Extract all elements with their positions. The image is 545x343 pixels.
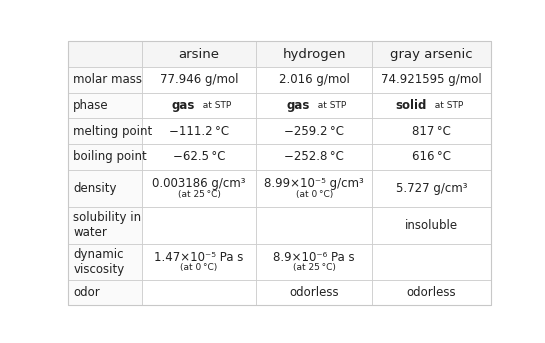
- Bar: [68, 206, 142, 244]
- Text: insoluble: insoluble: [405, 218, 458, 232]
- Text: −111.2 °C: −111.2 °C: [169, 125, 229, 138]
- Bar: [142, 206, 256, 244]
- Bar: [68, 93, 142, 118]
- Text: at STP: at STP: [429, 101, 463, 110]
- Text: (at 25 °C): (at 25 °C): [178, 190, 221, 199]
- Bar: [372, 169, 490, 206]
- Text: odorless: odorless: [407, 286, 456, 299]
- Bar: [372, 41, 490, 67]
- Text: −62.5 °C: −62.5 °C: [173, 150, 225, 163]
- Bar: [372, 144, 490, 169]
- Bar: [68, 41, 142, 67]
- Bar: [68, 244, 142, 280]
- Bar: [256, 244, 372, 280]
- Bar: [256, 41, 372, 67]
- Text: solubility in
water: solubility in water: [73, 211, 141, 239]
- Bar: [256, 118, 372, 144]
- Text: at STP: at STP: [312, 101, 346, 110]
- Bar: [372, 206, 490, 244]
- Text: odorless: odorless: [289, 286, 339, 299]
- Bar: [256, 206, 372, 244]
- Text: density: density: [73, 181, 117, 194]
- Bar: [142, 244, 256, 280]
- Bar: [142, 144, 256, 169]
- Bar: [372, 93, 490, 118]
- Text: 0.003186 g/cm³: 0.003186 g/cm³: [152, 177, 246, 190]
- Bar: [142, 280, 256, 305]
- Bar: [142, 67, 256, 93]
- Bar: [256, 93, 372, 118]
- Text: (at 25 °C): (at 25 °C): [293, 263, 336, 272]
- Text: 2.016 g/mol: 2.016 g/mol: [278, 73, 349, 86]
- Bar: [142, 118, 256, 144]
- Text: 5.727 g/cm³: 5.727 g/cm³: [396, 181, 467, 194]
- Bar: [256, 169, 372, 206]
- Bar: [68, 280, 142, 305]
- Text: at STP: at STP: [197, 101, 231, 110]
- Text: (at 0 °C): (at 0 °C): [180, 263, 217, 272]
- Bar: [68, 67, 142, 93]
- Bar: [68, 169, 142, 206]
- Text: molar mass: molar mass: [73, 73, 142, 86]
- Text: solid: solid: [396, 99, 427, 112]
- Text: 77.946 g/mol: 77.946 g/mol: [160, 73, 238, 86]
- Bar: [256, 280, 372, 305]
- Text: phase: phase: [73, 99, 109, 112]
- Text: −259.2 °C: −259.2 °C: [284, 125, 344, 138]
- Bar: [68, 144, 142, 169]
- Text: melting point: melting point: [73, 125, 153, 138]
- Bar: [372, 118, 490, 144]
- Bar: [142, 41, 256, 67]
- Bar: [142, 93, 256, 118]
- Text: 817 °C: 817 °C: [412, 125, 451, 138]
- Bar: [68, 118, 142, 144]
- Text: 616 °C: 616 °C: [412, 150, 451, 163]
- Text: 74.921595 g/mol: 74.921595 g/mol: [381, 73, 482, 86]
- Bar: [256, 144, 372, 169]
- Text: 1.47×10⁻⁵ Pa s: 1.47×10⁻⁵ Pa s: [154, 251, 244, 264]
- Bar: [372, 244, 490, 280]
- Text: 8.99×10⁻⁵ g/cm³: 8.99×10⁻⁵ g/cm³: [264, 177, 364, 190]
- Bar: [142, 169, 256, 206]
- Bar: [256, 67, 372, 93]
- Text: −252.8 °C: −252.8 °C: [284, 150, 344, 163]
- Text: gas: gas: [287, 99, 310, 112]
- Text: 8.9×10⁻⁶ Pa s: 8.9×10⁻⁶ Pa s: [274, 251, 355, 264]
- Text: (at 0 °C): (at 0 °C): [295, 190, 333, 199]
- Text: gray arsenic: gray arsenic: [390, 47, 473, 60]
- Text: gas: gas: [172, 99, 195, 112]
- Text: odor: odor: [73, 286, 100, 299]
- Text: hydrogen: hydrogen: [282, 47, 346, 60]
- Bar: [372, 280, 490, 305]
- Text: dynamic
viscosity: dynamic viscosity: [73, 248, 124, 275]
- Text: boiling point: boiling point: [73, 150, 147, 163]
- Text: arsine: arsine: [179, 47, 220, 60]
- Bar: [372, 67, 490, 93]
